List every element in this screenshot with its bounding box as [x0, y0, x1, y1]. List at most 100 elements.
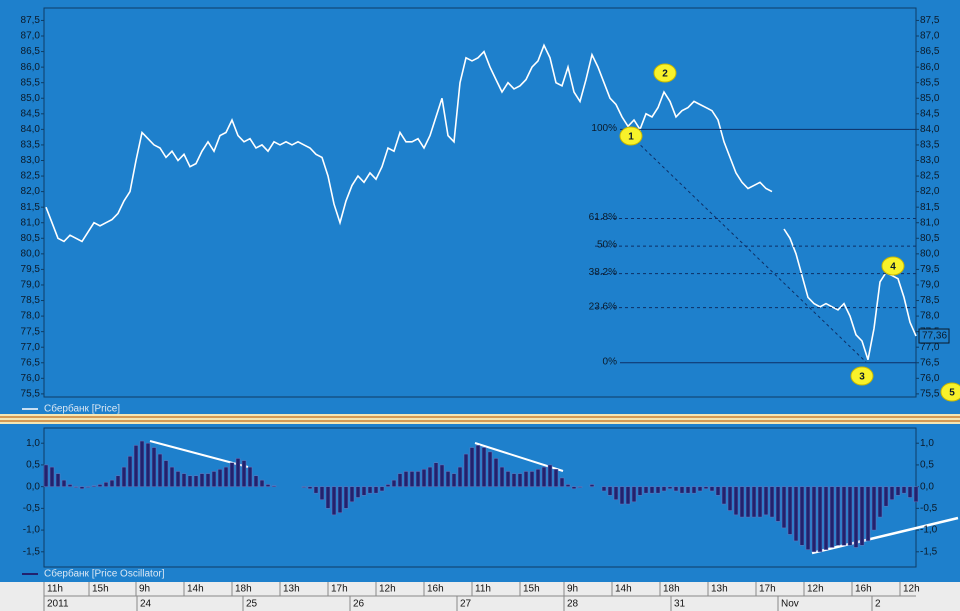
y-tick-label: 78,5 [920, 295, 940, 306]
oscillator-bar [541, 466, 547, 487]
y-tick-label: 0,0 [26, 481, 40, 492]
oscillator-bar [745, 486, 751, 518]
y-tick-label: 79,5 [21, 264, 41, 275]
y-tick-label: 1,0 [920, 438, 934, 449]
y-tick-label: 85,5 [21, 77, 41, 88]
y-tick-label: 78,0 [21, 311, 41, 322]
y-tick-label: 0,5 [920, 460, 934, 471]
oscillator-bar [481, 447, 487, 487]
y-tick-label: 80,0 [920, 248, 940, 259]
x-tick-label: 17h [331, 584, 348, 595]
oscillator-bar [163, 460, 169, 487]
y-tick-label: -1,0 [23, 525, 41, 536]
oscillator-bar [793, 486, 799, 542]
y-tick-label: -0,5 [23, 503, 41, 514]
oscillator-bar [211, 471, 217, 487]
x-tick-label: 13h [283, 584, 300, 595]
y-tick-label: 75,5 [21, 389, 41, 400]
oscillator-bar [325, 486, 331, 509]
oscillator-bar [859, 486, 865, 546]
wave-label: 4 [890, 262, 896, 273]
oscillator-bar [619, 486, 625, 505]
oscillator-bar [799, 486, 805, 546]
oscillator-bar [751, 486, 757, 518]
oscillator-bar [355, 486, 361, 498]
oscillator-bar [67, 484, 73, 487]
y-tick-label: 81,0 [21, 217, 41, 228]
oscillator-bar [349, 486, 355, 503]
oscillator-bar [763, 486, 769, 516]
separator [0, 422, 960, 424]
x-tick-label: 12h [379, 584, 396, 595]
oscillator-bar [205, 473, 211, 487]
y-tick-label: 75,5 [920, 389, 940, 400]
oscillator-bar [913, 486, 919, 503]
y-tick-label: 77,0 [920, 342, 940, 353]
y-tick-label: 76,0 [21, 373, 41, 384]
oscillator-bar [499, 466, 505, 487]
oscillator-bar [157, 453, 163, 487]
oscillator-bar [901, 486, 907, 494]
trend-line [811, 516, 959, 555]
oscillator-bar [271, 485, 277, 487]
oscillator-bar [439, 464, 445, 487]
y-tick-label: 76,5 [920, 357, 940, 368]
oscillator-bar [457, 466, 463, 487]
x-tick-label: 9h [567, 584, 578, 595]
oscillator-bar [811, 486, 817, 553]
oscillator-bar [373, 486, 379, 494]
y-tick-label: 81,0 [920, 217, 940, 228]
y-tick-label: 76,0 [920, 373, 940, 384]
wave-marker [881, 256, 905, 276]
oscillator-bar [889, 486, 895, 500]
oscillator-bar [715, 486, 721, 496]
y-tick-label: -1,5 [23, 546, 41, 557]
y-tick-label: 78,5 [21, 295, 41, 306]
y-tick-label: 86,5 [920, 46, 940, 57]
oscillator-bar [265, 484, 271, 487]
date-tick-label: Nov [781, 599, 799, 610]
oscillator-bar [655, 486, 661, 494]
oscillator-bar [79, 486, 85, 490]
oscillator-bar [577, 486, 583, 488]
oscillator-bar [49, 466, 55, 487]
oscillator-bar [463, 453, 469, 487]
oscillator-bar [427, 466, 433, 487]
oscillator-bar [397, 473, 403, 487]
y-tick-label: 85,5 [920, 77, 940, 88]
x-tick-label: 14h [187, 584, 204, 595]
oscillator-bar [877, 486, 883, 518]
oscillator-bar [553, 469, 559, 487]
y-tick-label: 78,0 [920, 311, 940, 322]
legend-label: Сбербанк [Price] [44, 403, 120, 415]
oscillator-bar [85, 486, 91, 488]
y-tick-label: 84,5 [920, 108, 940, 119]
oscillator-bar [241, 460, 247, 487]
oscillator-bar [367, 486, 373, 494]
legend-label: Сбербанк [Price Oscillator] [44, 568, 165, 580]
oscillator-bar [781, 486, 787, 529]
oscillator-bar [43, 464, 49, 487]
wave-label: 1 [628, 132, 634, 143]
oscillator-bar [445, 471, 451, 487]
oscillator-bar [637, 486, 643, 496]
y-tick-label: 82,5 [21, 171, 41, 182]
oscillator-bar [379, 486, 385, 492]
oscillator-bar [343, 486, 349, 509]
x-tick-label: 18h [663, 584, 680, 595]
y-tick-label: 87,0 [920, 31, 940, 42]
fib-label: 50% [597, 240, 617, 251]
date-tick-label: 26 [353, 599, 365, 610]
wave-connector [631, 136, 867, 363]
oscillator-bar [115, 475, 121, 487]
y-tick-label: 1,0 [26, 438, 40, 449]
date-tick-label: 2011 [47, 599, 69, 610]
oscillator-bar [199, 473, 205, 487]
fib-label: 23.6% [589, 301, 617, 312]
oscillator-bar [571, 486, 577, 490]
y-tick-label: 82,0 [21, 186, 41, 197]
y-tick-label: 0,5 [26, 460, 40, 471]
oscillator-bar [181, 473, 187, 487]
y-tick-label: 81,5 [21, 202, 41, 213]
oscillator-bar [613, 486, 619, 500]
